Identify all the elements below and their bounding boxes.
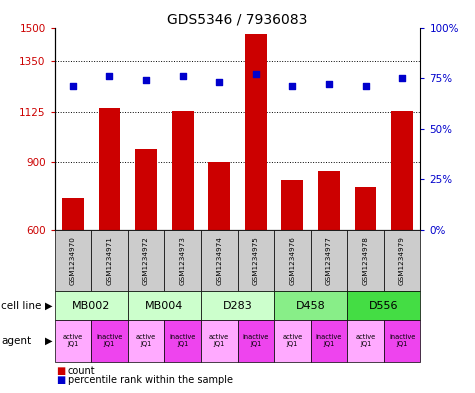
Text: GSM1234977: GSM1234977 (326, 236, 332, 285)
Point (69, 83, 77, 89)
Bar (62, 198, 84, 230)
Point (362, 83, 370, 89)
Text: GSM1234976: GSM1234976 (289, 236, 295, 285)
Text: D556: D556 (369, 301, 399, 310)
Text: ■: ■ (56, 366, 65, 376)
Bar (354, 187, 377, 230)
Text: GSM1234975: GSM1234975 (253, 236, 259, 285)
Point (142, 77, 150, 83)
Text: GSM1234972: GSM1234972 (143, 236, 149, 285)
Text: percentile rank within the sample: percentile rank within the sample (68, 375, 233, 385)
Point (179, 73, 186, 79)
Text: D458: D458 (296, 301, 325, 310)
Text: inactive
JQ1: inactive JQ1 (243, 334, 269, 347)
Text: ▶: ▶ (45, 301, 53, 310)
Title: GDS5346 / 7936083: GDS5346 / 7936083 (167, 12, 308, 26)
Text: ■: ■ (56, 375, 65, 385)
Text: active
JQ1: active JQ1 (282, 334, 303, 347)
Text: MB002: MB002 (72, 301, 110, 310)
Text: GSM1234973: GSM1234973 (180, 236, 186, 285)
Text: agent: agent (1, 336, 31, 346)
Text: GSM1234971: GSM1234971 (106, 236, 113, 285)
Point (325, 81, 332, 87)
Text: active
JQ1: active JQ1 (355, 334, 376, 347)
Text: inactive
JQ1: inactive JQ1 (96, 334, 123, 347)
Point (398, 75, 406, 81)
Point (289, 83, 296, 89)
Text: GSM1234970: GSM1234970 (70, 236, 76, 285)
Text: count: count (68, 366, 95, 376)
Point (252, 71, 259, 77)
Text: GSM1234979: GSM1234979 (399, 236, 405, 285)
Text: inactive
JQ1: inactive JQ1 (389, 334, 415, 347)
Text: GSM1234978: GSM1234978 (362, 236, 369, 285)
Bar (318, 171, 340, 230)
Bar (208, 162, 230, 230)
Point (105, 73, 113, 79)
Text: cell line: cell line (1, 301, 41, 310)
Text: ▶: ▶ (45, 336, 53, 346)
Bar (171, 111, 194, 230)
Bar (245, 34, 267, 230)
Text: active
JQ1: active JQ1 (63, 334, 83, 347)
Bar (98, 108, 121, 230)
Text: D283: D283 (223, 301, 252, 310)
Text: active
JQ1: active JQ1 (209, 334, 229, 347)
Point (216, 79, 223, 85)
Text: GSM1234974: GSM1234974 (216, 236, 222, 285)
Text: inactive
JQ1: inactive JQ1 (170, 334, 196, 347)
Text: active
JQ1: active JQ1 (136, 334, 156, 347)
Bar (135, 149, 157, 230)
Text: inactive
JQ1: inactive JQ1 (316, 334, 342, 347)
Bar (281, 180, 304, 230)
Bar (391, 111, 413, 230)
Text: MB004: MB004 (145, 301, 183, 310)
